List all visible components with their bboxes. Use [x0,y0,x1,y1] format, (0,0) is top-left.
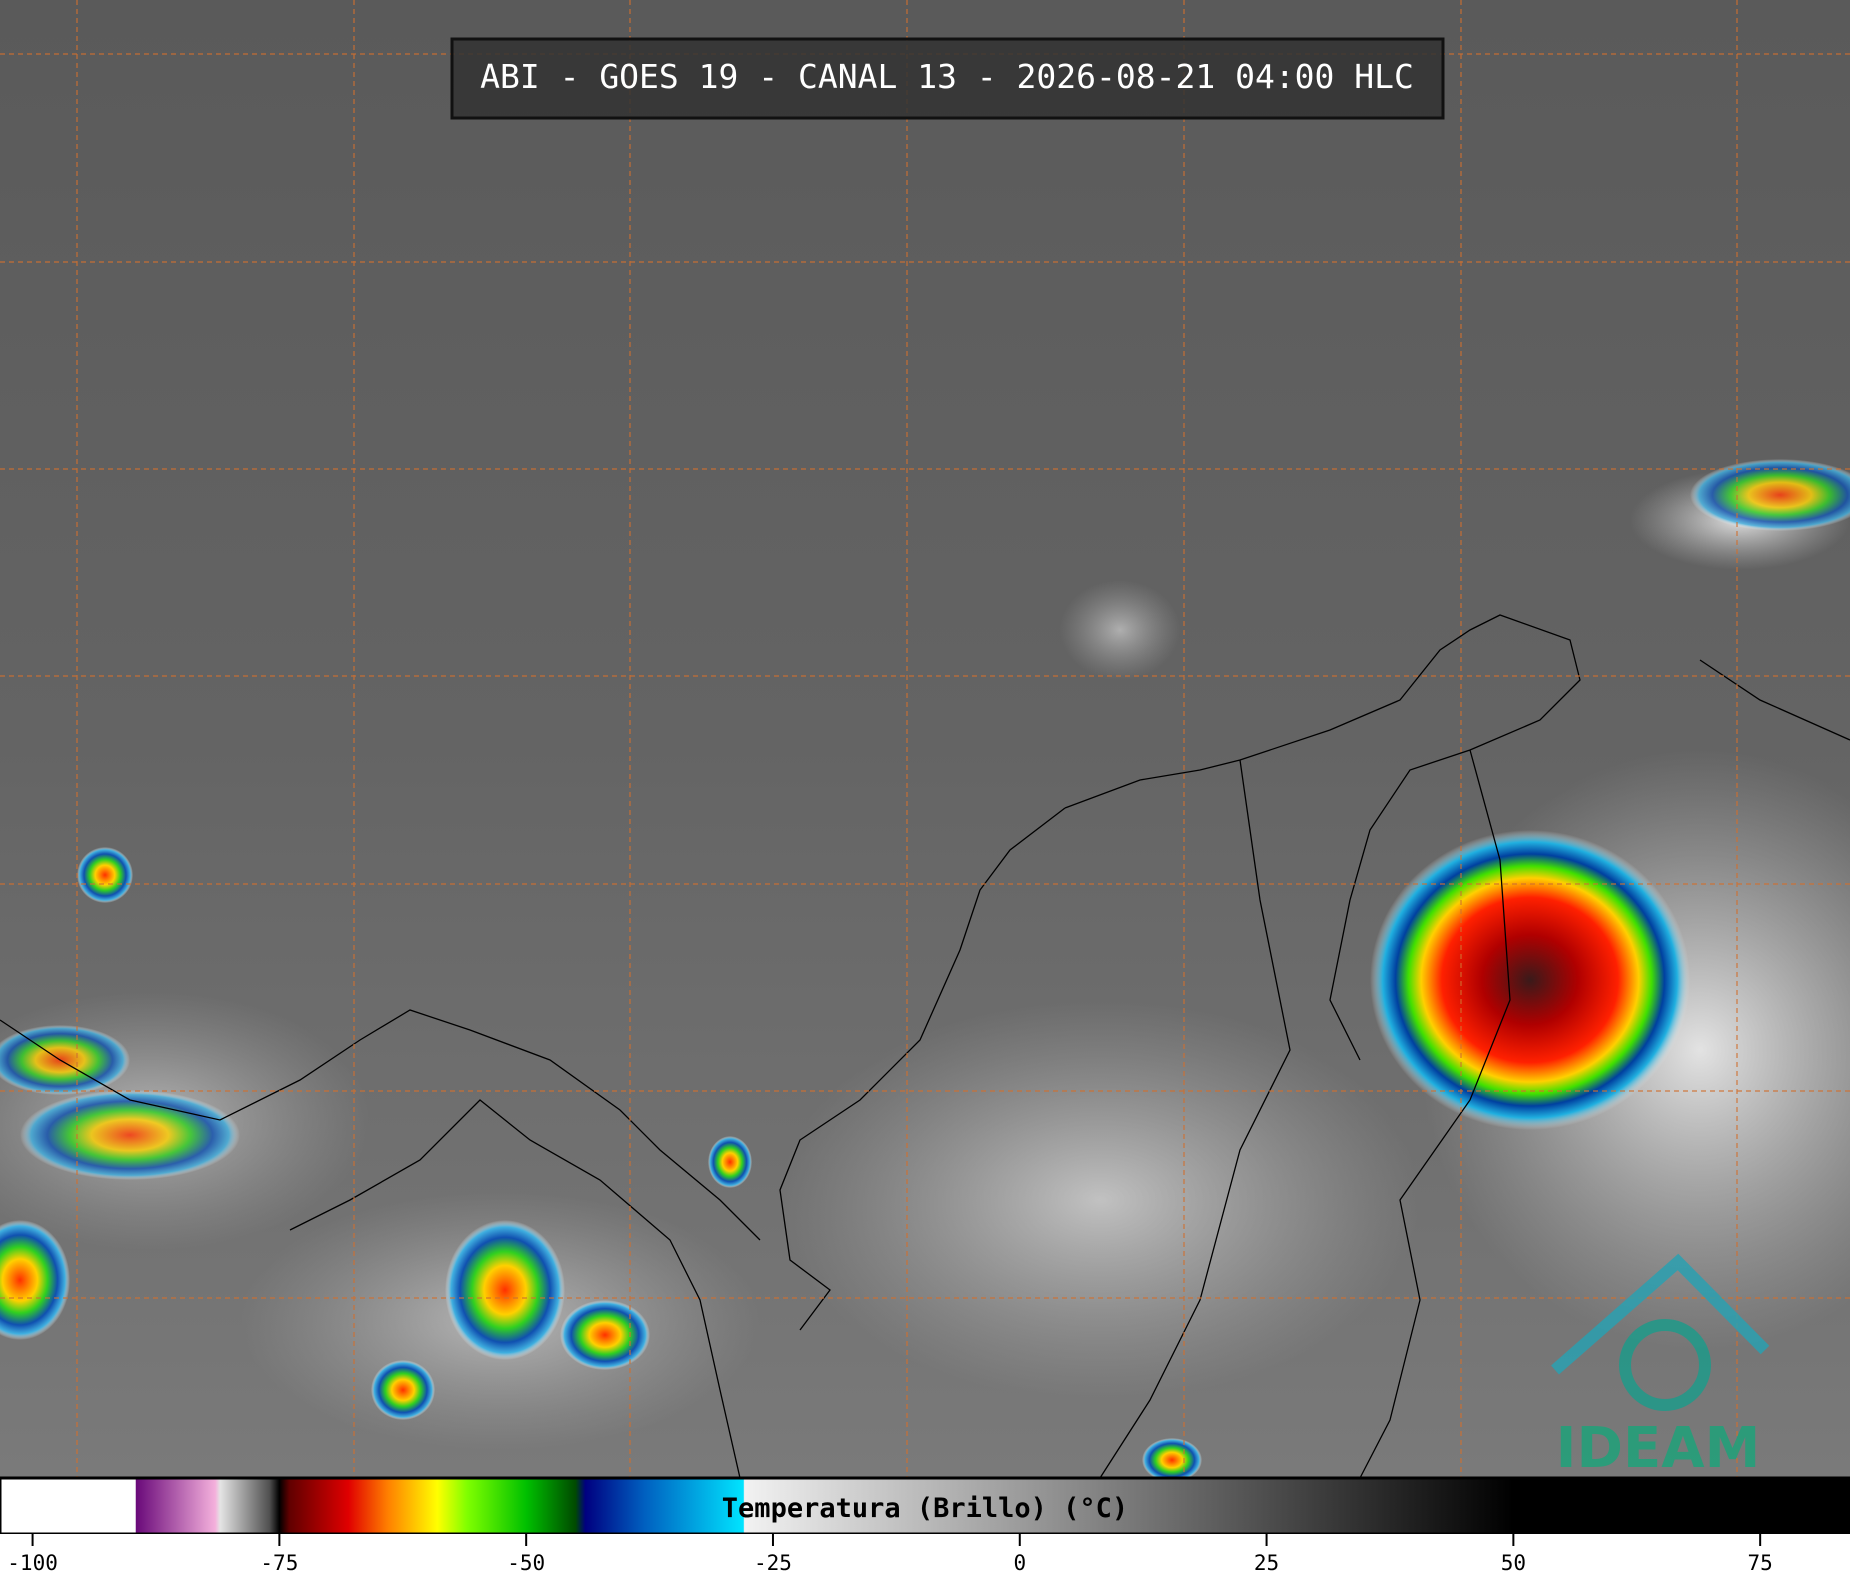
tick-label: 75 [1748,1551,1773,1575]
title: ABI - GOES 19 - CANAL 13 - 2026-08-21 04… [480,57,1414,96]
tick-label: 0 [1013,1551,1026,1575]
tick-label: -75 [260,1551,298,1575]
tick-label: -25 [754,1551,792,1575]
title-box [450,37,1445,120]
tick-label: 25 [1254,1551,1279,1575]
coastlines [0,614,1850,1479]
tick-label: 50 [1501,1551,1526,1575]
colorbar [0,1476,1850,1536]
colorbar-label: Temperatura (Brillo) (°C) [722,1493,1128,1524]
tick-area [0,1534,1850,1577]
graticule [0,0,1850,1478]
logo: IDEAM [1551,1253,1770,1481]
tick-label: -50 [507,1551,545,1575]
cloud-field [0,459,1850,1482]
logo-text: IDEAM [1556,1416,1761,1481]
tick-label: -100 [7,1551,58,1575]
